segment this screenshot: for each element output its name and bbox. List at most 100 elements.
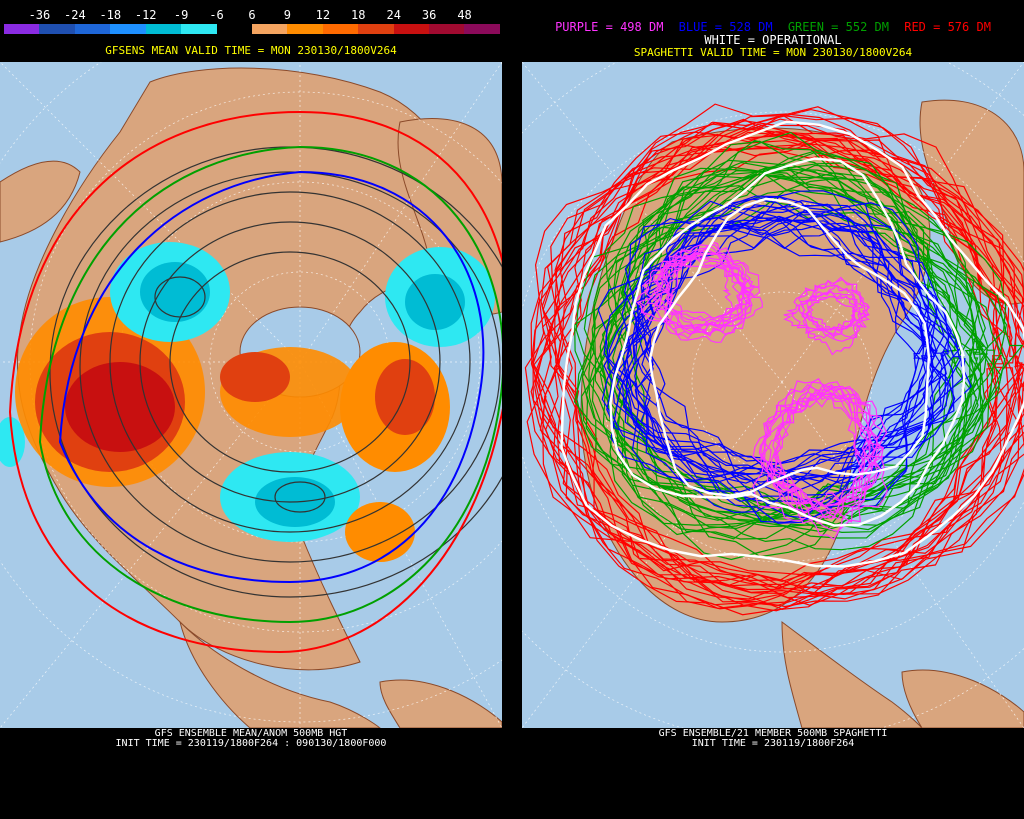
spaghetti-panel: PURPLE = 498 DM BLUE = 528 DM GREEN = 55… (522, 0, 1024, 819)
legend-blue: BLUE = 528 DM (678, 20, 773, 34)
ensemble-mean-panel: -36 -24 -18 -12 -9 -6 6 9 12 18 24 36 48 GFSENS MEAN… (0, 0, 502, 819)
colorbar-label: -9 (173, 8, 189, 22)
spaghetti-map-svg (522, 62, 1024, 728)
spaghetti-contour (621, 211, 943, 473)
colorbar-label: 9 (283, 8, 292, 22)
colorbar-label: -12 (134, 8, 157, 22)
central-america-land (781, 620, 923, 728)
colorbar-swatch (74, 24, 111, 34)
mean-valid-time-header: GFSENS MEAN VALID TIME = MON 230130/1800… (105, 44, 397, 57)
spaghetti-contour (807, 294, 859, 332)
colorbar-label: 36 (421, 8, 437, 22)
mean-footer-init: INIT TIME = 230119/1800F264 : 090130/180… (115, 738, 387, 749)
colorbar-swatch (216, 24, 252, 34)
spaghetti-contour (606, 159, 979, 540)
spaghetti-contour (581, 149, 983, 534)
legend-purple: PURPLE = 498 DM (555, 20, 664, 34)
mean-anomaly-map (0, 62, 502, 728)
spaghetti-contour (624, 217, 961, 503)
spaghetti-contour (634, 252, 752, 336)
green-contour (38, 145, 502, 624)
central-america-land (179, 620, 381, 728)
colorbar-swatch (251, 24, 288, 34)
blue-contour (58, 170, 485, 584)
spaghetti-map (522, 62, 1024, 728)
colorbar-label: 24 (386, 8, 401, 22)
spaghetti-contour (532, 145, 1003, 610)
spaghetti-contour (648, 197, 931, 497)
panel-divider (502, 0, 522, 819)
spaghetti-contour (621, 207, 938, 496)
spaghetti-contour (635, 227, 939, 503)
spaghetti-contour (623, 217, 952, 524)
spaghetti-contour (655, 252, 761, 322)
spaghetti-contour (580, 173, 996, 516)
colorbar-label: 12 (315, 8, 331, 22)
spaghetti-contour (603, 198, 949, 475)
spaghetti-contour (770, 384, 864, 520)
colorbar-label: -6 (209, 8, 224, 22)
mean-footer-title: GFS ENSEMBLE MEAN/ANOM 500MB HGT (154, 728, 348, 739)
colorbar-swatch (181, 24, 217, 34)
colorbar-swatch (39, 24, 75, 34)
spaghetti-contour (637, 262, 764, 330)
spaghetti-contour (545, 123, 1017, 600)
spaghetti-contour (532, 103, 1024, 610)
colorbar-swatch (110, 24, 146, 34)
spaghetti-contour (574, 163, 968, 516)
spaghetti-contour (607, 196, 937, 477)
spaghetti-contour (609, 157, 966, 527)
spaghetti-contour (653, 258, 734, 323)
colorbar-label: -36 (28, 8, 51, 22)
spaghetti-legend: PURPLE = 498 DM BLUE = 528 DM GREEN = 55… (522, 20, 1024, 34)
colorbar-label: 6 (248, 8, 256, 22)
colorbar-swatch (4, 24, 40, 34)
spaghetti-contour (573, 173, 977, 515)
spaghetti-contour (597, 199, 938, 507)
spaghetti-contour (659, 255, 744, 336)
colorbar-swatch (358, 24, 394, 34)
spaghetti-valid-time-header: SPAGHETTI VALID TIME = MON 230130/1800V2… (633, 46, 913, 59)
colorbar-swatch (393, 24, 430, 34)
spaghetti-contour (641, 248, 755, 320)
colorbar-swatch (429, 24, 465, 34)
spaghetti-contour (752, 392, 888, 518)
spaghetti-contour (798, 291, 857, 335)
mean-map-svg (0, 62, 502, 728)
spaghetti-contour (667, 241, 751, 343)
operational-lines (560, 120, 1024, 568)
colorbar-swatch (322, 24, 359, 34)
colorbar-label: 48 (457, 8, 472, 22)
anomaly-shading (0, 242, 495, 562)
spaghetti-contour (774, 378, 881, 524)
spaghetti-footer-title: GFS ENSEMBLE/21 MEMBER 500MB SPAGHETTI (658, 728, 888, 739)
colorbar-swatch (287, 24, 323, 34)
spaghetti-contour (762, 385, 871, 515)
colorbar-swatches (4, 24, 500, 34)
spaghetti-contour (541, 140, 1024, 609)
colorbar-swatch (464, 24, 500, 34)
legend-green: GREEN = 552 DM (787, 20, 889, 34)
colorbar-labels: -36 -24 -18 -12 -9 -6 6 9 12 18 24 36 48 (4, 6, 500, 22)
legend-white: WHITE = OPERATIONAL (704, 33, 842, 47)
spaghetti-contour (575, 189, 1007, 533)
spaghetti-contour (560, 120, 1024, 568)
spaghetti-contour (634, 200, 942, 514)
colorbar-label: -24 (64, 8, 86, 22)
spaghetti-footer-init: INIT TIME = 230119/1800F264 (691, 738, 855, 749)
asia-edge-land (0, 160, 81, 243)
red-contour (8, 110, 502, 654)
spaghetti-contour (583, 164, 975, 551)
spaghetti-contour (652, 255, 753, 333)
legend-red: RED = 576 DM (904, 20, 991, 34)
south-america-land (379, 679, 502, 728)
spaghetti-contour (806, 285, 864, 331)
colorbar-label: 18 (351, 8, 366, 22)
spaghetti-contour (772, 387, 872, 541)
colorbar-swatch (145, 24, 182, 34)
purple-spaghetti-lines (634, 241, 888, 541)
colorbar-label: -18 (99, 8, 122, 22)
spaghetti-contour (760, 385, 871, 519)
spaghetti-contour (530, 126, 1005, 608)
anomaly-colorbar: -36 -24 -18 -12 -9 -6 6 9 12 18 24 36 48 (4, 6, 500, 34)
